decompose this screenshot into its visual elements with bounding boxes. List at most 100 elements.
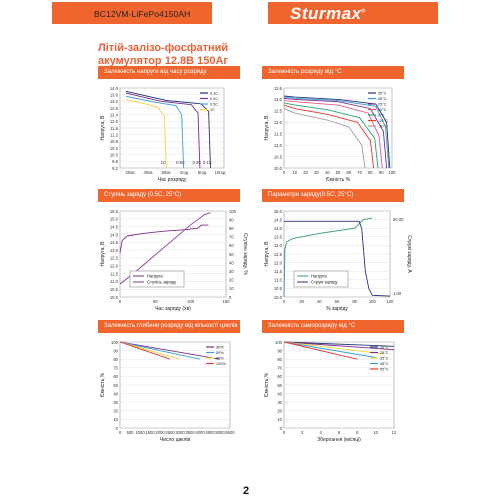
legend-label: 55°C [380,368,389,372]
panel-header-discharge-temp: Залежність розряду від °C [262,66,404,79]
series-line [283,100,383,169]
y-tick-label: 10 [113,417,118,422]
x-tick-label: 3000 [175,430,185,435]
y-tick-label: 70 [113,366,118,371]
y-tick-label: 14.5 [110,224,119,229]
legend-label: 55°C [378,92,387,96]
y-tick-label: 50 [113,383,118,388]
y-tick-label: 10 [277,417,282,422]
y2-tick-label: 30 [229,269,234,274]
series-line [283,341,385,355]
x-tick-label: 2000 [155,430,165,435]
y2-tick-label: 70 [229,235,234,240]
legend-label: 25°C [378,103,387,107]
model-banner [52,2,212,24]
y2-axis-label: Струм заряду, А [406,235,412,273]
y-tick-label: 0 [116,426,119,431]
y2-tick-label: 50.00 [393,217,404,222]
y-tick-label: 50 [277,383,282,388]
x-tick-label: 4000 [195,430,205,435]
x-tick-label: 0 [119,299,122,304]
legend-label: 50% [216,351,224,355]
x-tick-label: 20 [299,299,304,304]
y-tick-label: 11.0 [274,278,283,283]
y-tick-label: 14.0 [110,86,119,91]
y-axis-label: Напруга, В [100,115,106,141]
y-tick-label: 14.0 [274,226,283,231]
x-tick-label: 0 [283,170,286,175]
legend-box [129,270,185,288]
y2-tick-label: 0 [229,295,232,300]
series-line [125,99,167,169]
x-tick-label: 50 [153,299,158,304]
y-tick-label: 13.5 [110,240,119,245]
y-tick-label: 12.5 [110,256,119,261]
x-tick-label: 0 [119,430,122,435]
y-tick-label: 13.5 [274,235,283,240]
y-tick-label: 11.2 [110,132,119,137]
legend-label: 0°C [378,114,385,118]
x-tick-label: 100 [389,170,397,175]
y-tick-label: 40 [277,391,282,396]
x-tick-label: 6 [338,430,341,435]
legend-label: 10°C [378,108,387,112]
rate-label: 0.5C [176,160,185,165]
y-axis-label: Напруга, В [264,241,270,267]
legend-label: 0.5C [210,103,218,107]
y-tick-label: 0 [280,426,283,431]
x-tick-label: 4 [319,430,322,435]
brand-banner [268,2,438,24]
x-tick-label: 500 [127,430,135,435]
x-tick-label: 60 [335,299,340,304]
x-tick-label: 0 [283,299,286,304]
legend-label: 1C [210,108,215,112]
y2-tick-label: 50 [229,252,234,257]
x-tick-label: 100 [187,299,195,304]
y-tick-label: 100 [111,340,119,345]
x-axis-label: Час заряду (хв) [155,306,191,312]
y-axis-label: Напруга, В [100,241,106,267]
x-axis-label: Ємність % [326,177,351,183]
x-tick-label: 80 [352,299,357,304]
y-tick-label: 11.5 [274,269,283,274]
y2-tick-label: 20 [229,278,234,283]
x-tick-label: 20 [303,170,308,175]
panel-header-charge-state: Ступінь заряду (0.5С, 25°С) [98,189,240,202]
y-tick-label: 90 [113,348,118,353]
series-line [283,341,395,351]
y-tick-label: 11.6 [110,126,119,131]
y-tick-label: 10.0 [110,152,119,157]
y-tick-label: 13.6 [110,92,119,97]
x-tick-label: 10 [373,430,378,435]
y-axis-label: Напруга, В [264,115,270,141]
x-tick-label: 8 [356,430,359,435]
rate-label: 0.1C [203,160,212,165]
y-tick-label: 10.5 [274,154,283,159]
y-tick-label: 13.2 [110,99,119,104]
series-line [284,220,391,297]
x-tick-label: 70 [357,170,362,175]
y-tick-label: 90 [277,348,282,353]
legend-label: Ступінь заряду [147,280,177,285]
panel-header-self-discharge: Залежність саморозряду від °C [262,320,404,333]
panel-header-cycle-life: Залежність глибини розряду від кількості… [98,320,240,333]
legend-label: 45°C [380,362,389,366]
chart-charge-parameters: 15.0 14.5 14.0 13.5 13.0 12.5 12.0 11.5 11.0 10.5… [264,209,412,312]
y2-tick-label: 10 [229,286,234,291]
x-tick-label: 5год [198,170,207,175]
x-tick-label: 100 [369,299,377,304]
legend-label: 0.2C [210,97,218,101]
series-line [283,108,366,169]
y-tick-label: 10.4 [110,146,119,151]
x-tick-label: 5500 [225,430,235,435]
legend-label: Напруга [147,274,163,279]
y-tick-label: 12.0 [110,264,119,269]
y-tick-label: 12.0 [274,120,283,125]
x-tick-label: 10год [215,170,226,175]
x-tick-label: 50 [336,170,341,175]
y-tick-label: 10.8 [110,139,119,144]
y-tick-label: 15.5 [110,209,119,214]
x-tick-label: 80 [368,170,373,175]
y-tick-label: 14.5 [274,217,283,222]
